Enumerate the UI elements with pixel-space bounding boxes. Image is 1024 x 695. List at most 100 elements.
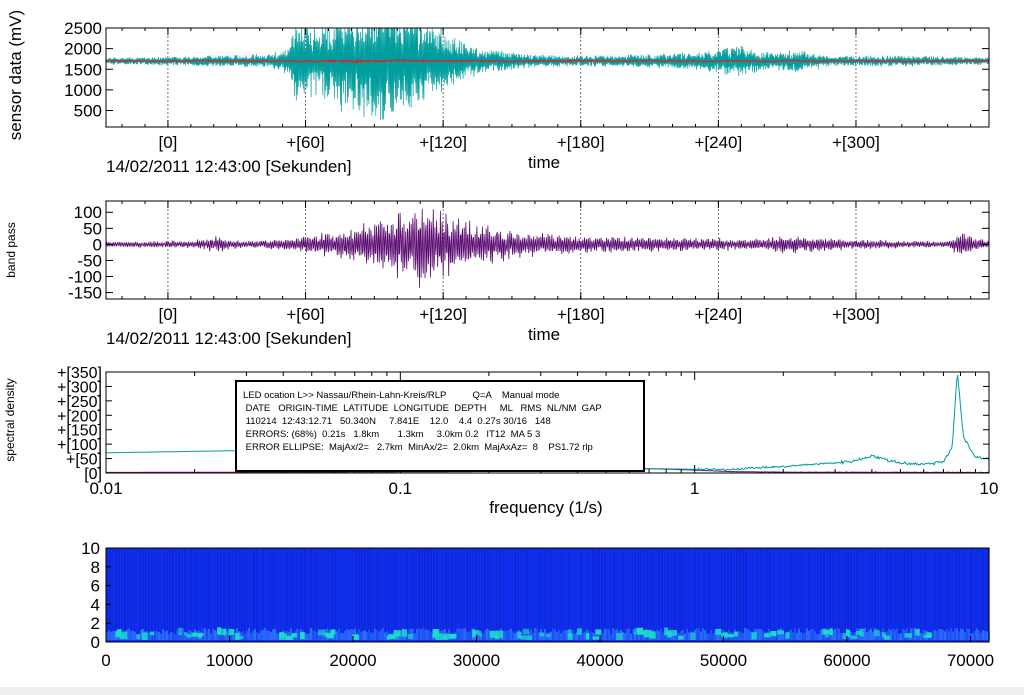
spectrogram-stripe <box>781 548 783 642</box>
spectrogram-stripe <box>436 548 438 642</box>
spectrogram-stripe <box>145 548 147 642</box>
spectrogram-stripe <box>487 548 489 642</box>
spectrogram-stripe <box>274 548 276 642</box>
spectrogram-stripe <box>610 548 612 642</box>
spectrogram-energy-cell <box>880 631 882 641</box>
spectrogram-stripe <box>826 548 828 642</box>
spectrogram-hotspot <box>595 629 602 635</box>
spectrogram-stripe <box>217 548 219 642</box>
spectrogram-energy-cell <box>932 631 934 641</box>
spectrogram-energy-cell <box>162 629 164 641</box>
spectrogram-stripe <box>952 548 954 642</box>
spectrogram-stripe <box>898 548 900 642</box>
spectrogram-stripe <box>157 548 159 642</box>
spectrogram-energy-cell <box>698 628 700 641</box>
spectrogram-stripe <box>868 548 870 642</box>
spectrogram-energy-cell <box>794 628 796 641</box>
spectrogram-energy-cell <box>318 632 320 641</box>
spectrogram-stripe <box>742 548 744 642</box>
spectrogram-stripe <box>442 548 444 642</box>
spectrogram-stripe <box>127 548 129 642</box>
spectrogram-stripe <box>799 548 801 642</box>
spectrogram-energy-cell <box>316 631 318 641</box>
spectrogram-stripe <box>724 548 726 642</box>
spectrogram-energy-cell <box>676 632 678 641</box>
spectrum-ticks: 0.01 0.1 1 10 +[350]+[300]+[250]+[200]+[150]… <box>57 365 998 498</box>
spectrogram-stripe <box>259 548 261 642</box>
spectrogram-stripe <box>805 548 807 642</box>
spectrum-panel: 0.01 0.1 1 10 +[350]+[300]+[250]+[200]+[150]… <box>3 365 998 517</box>
bandpass-start-time: 14/02/2011 12:43:00 [Sekunden] <box>106 329 351 348</box>
spectrogram-stripe <box>535 548 537 642</box>
spectrogram-hotspot <box>191 632 197 637</box>
spectrogram-stripes <box>106 548 990 642</box>
spectrogram-stripe <box>871 548 873 642</box>
spectrogram-stripe <box>760 548 762 642</box>
spectrogram-energy-cell <box>244 633 246 641</box>
spectrogram-stripe <box>490 548 492 642</box>
bandpass-ytick-label: 100 <box>74 203 102 222</box>
spectrogram-stripe <box>967 548 969 642</box>
spectrogram-stripe <box>115 548 117 642</box>
spectrogram-energy-cell <box>154 630 156 641</box>
event-annotation: LED ocation L>> Nassau/Rhein-Lahn-Kreis/… <box>235 380 645 472</box>
bandpass-ytick-label: -50 <box>77 251 102 270</box>
spectrogram-energy-cell <box>960 628 962 641</box>
spectrogram-energy-cell <box>222 630 224 641</box>
spectrogram-stripe <box>571 548 573 642</box>
spectrogram-stripe <box>655 548 657 642</box>
spectrogram-hotspot <box>326 633 333 639</box>
spectrogram-hotspot <box>928 633 933 638</box>
spectrogram-energy-cell <box>984 630 986 641</box>
spectrogram-stripe <box>466 548 468 642</box>
spectrogram-energy-cell <box>176 630 178 641</box>
spectrogram-hotspot <box>922 634 930 639</box>
spectrogram-stripe <box>592 548 594 642</box>
spectrogram-stripe <box>286 548 288 642</box>
spectrogram-stripe <box>559 548 561 642</box>
spectrogram-stripe <box>151 548 153 642</box>
spectrogram-energy-cell <box>902 629 904 641</box>
spectrogram-stripe <box>694 548 696 642</box>
spectrogram-hotspot <box>218 628 227 636</box>
spectrogram-energy-cell <box>598 631 600 641</box>
spectrogram-stripe <box>508 548 510 642</box>
spectrogram-stripe <box>457 548 459 642</box>
spectrogram-stripe <box>349 548 351 642</box>
spectrogram-energy-cell <box>262 630 264 641</box>
bandpass-series <box>106 208 989 288</box>
spectrogram-stripe <box>880 548 882 642</box>
spectrogram-stripe <box>772 548 774 642</box>
spectrogram-stripe <box>370 548 372 642</box>
spectrogram-energy-cell <box>160 633 162 641</box>
spectrogram-energy-cell <box>226 631 228 641</box>
spectrogram-stripe <box>124 548 126 642</box>
spectrogram-stripe <box>472 548 474 642</box>
spectrogram-energy-cell <box>790 629 792 641</box>
spectrogram-stripe <box>853 548 855 642</box>
spectrogram-stripe <box>835 548 837 642</box>
spectrogram-energy-cell <box>476 632 478 641</box>
spectrogram-hotspot <box>401 629 407 637</box>
spectrogram-energy-cell <box>180 632 182 641</box>
spectrogram-stripe <box>292 548 294 642</box>
spectrogram-energy-cell <box>110 631 112 641</box>
spectrogram-energy-cell <box>828 630 830 641</box>
spectrogram-stripe <box>196 548 198 642</box>
spectrogram-stripe <box>964 548 966 642</box>
spectrogram-energy-cell <box>514 632 516 641</box>
spectrogram-stripe <box>643 548 645 642</box>
bandpass-ticks: [0] +[60] +[120] +[180] +[240] +[300] 100500-5… <box>68 201 989 324</box>
spectrogram-ytick-label: 2 <box>91 614 100 633</box>
spectrogram-stripe <box>235 548 237 642</box>
spectrogram-hotspot <box>723 633 727 638</box>
spectrogram-stripe <box>829 548 831 642</box>
bandpass-ytick-label: -100 <box>68 268 102 287</box>
spectrogram-energy-cell <box>920 632 922 641</box>
spectrogram-energy-cell <box>942 629 944 641</box>
spectrogram-hotspot <box>279 633 287 640</box>
bandpass-xtick-label: +[240] <box>694 305 742 324</box>
spectrogram-stripe <box>532 548 534 642</box>
spectrogram-hotspot <box>823 629 830 635</box>
spectrogram-energy-cell <box>944 631 946 641</box>
